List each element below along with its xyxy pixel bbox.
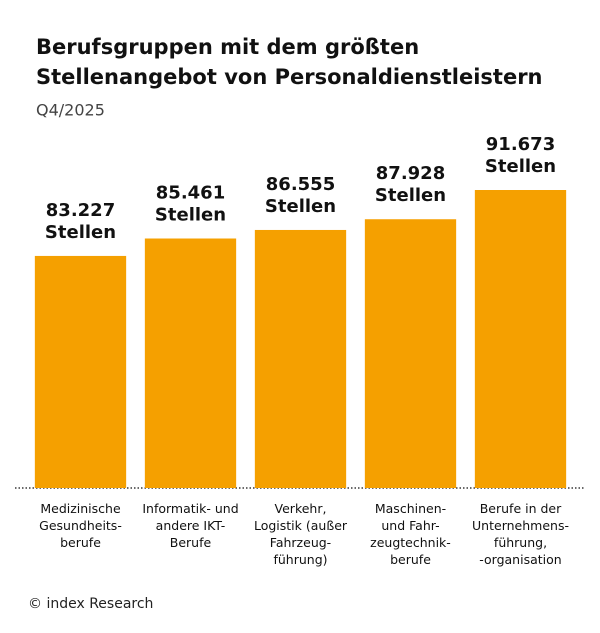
source: © index Research (28, 596, 153, 612)
value-label: 91.673 Stellen (485, 134, 556, 177)
chart-title: Berufsgruppen mit dem größten (36, 35, 419, 59)
x-tick-label: Berufe in der Unternehmens-führung, -organ… (472, 501, 569, 567)
chart-title: Stellenangebot von Personaldienstleister… (36, 65, 543, 89)
x-tick-label: Maschinen-und Fahr-zeugtechnik-berufe (370, 501, 451, 567)
bar (254, 229, 347, 488)
x-tick-label: Medizinische Gesundheits-berufe (39, 501, 122, 550)
bar (34, 255, 127, 488)
chart-subtitle: Q4/2025 (36, 101, 105, 120)
bar (364, 219, 457, 488)
value-label: 86.555 Stellen (265, 174, 336, 217)
x-tick-label: Informatik- und andere IKT-Berufe (142, 501, 238, 550)
bar (144, 238, 237, 488)
bar (474, 190, 567, 488)
x-tick-label: Verkehr, Logistik (außer Fahrzeug-führung) (254, 501, 348, 567)
value-label: 83.227 Stellen (45, 200, 116, 243)
value-label: 85.461 Stellen (155, 182, 226, 225)
value-label: 87.928 Stellen (375, 163, 446, 206)
